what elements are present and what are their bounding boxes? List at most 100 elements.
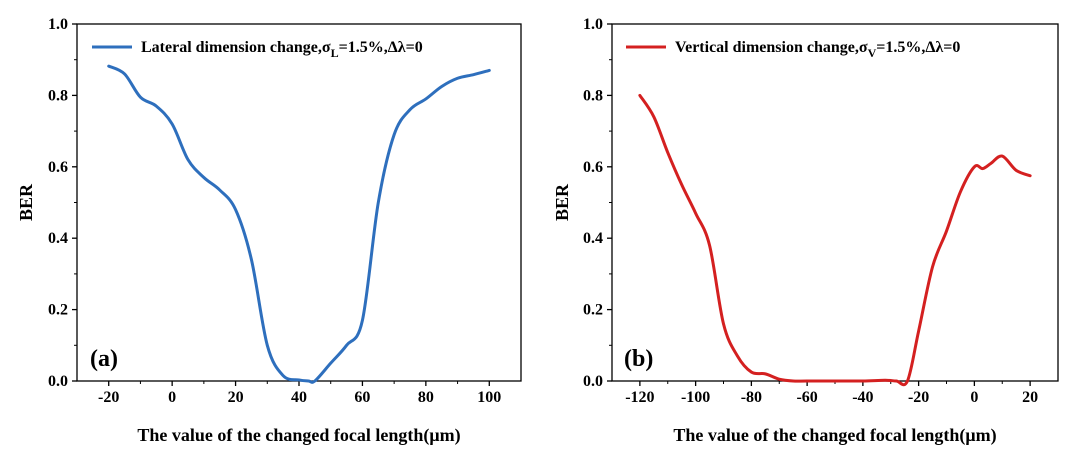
x-tick-label: -60 — [796, 389, 817, 406]
x-tick-label: -20 — [98, 389, 119, 406]
data-point — [764, 372, 767, 375]
legend-label-suffix: =1.5%,Δλ=0 — [339, 39, 423, 56]
x-tick-label: 100 — [477, 389, 501, 406]
y-tick-label: 0.0 — [48, 373, 68, 390]
data-point — [377, 201, 380, 204]
data-point — [1029, 174, 1032, 177]
plot-frame — [76, 23, 522, 382]
x-tick-label: 0 — [970, 389, 978, 406]
x-tick-label: 80 — [418, 389, 434, 406]
x-tick-label: 40 — [291, 389, 307, 406]
data-point — [472, 73, 475, 76]
data-point — [806, 380, 809, 383]
series-line — [107, 64, 491, 384]
data-point — [973, 165, 976, 168]
data-point — [187, 158, 190, 161]
data-point — [945, 230, 948, 233]
y-tick-label: 0.0 — [583, 373, 603, 390]
data-point — [722, 322, 725, 325]
panel-a: -20 0 20 40 60 80 100 0.0 0.2 0.4 0.6 0.8 1.0 The val… — [16, 16, 522, 446]
series-line — [638, 93, 1032, 387]
data-point — [666, 151, 669, 154]
data-point — [1001, 155, 1004, 158]
legend-label: Vertical dimension change,σV=1.5%,Δλ=0 — [675, 39, 960, 60]
data-point — [750, 371, 753, 374]
data-point — [250, 258, 253, 261]
data-point — [456, 77, 459, 80]
panel-label: (b) — [624, 346, 653, 372]
legend-label-suffix: =1.5%,Δλ=0 — [876, 39, 960, 56]
data-point — [917, 330, 920, 333]
y-tick-label: 0.6 — [48, 159, 68, 176]
data-point — [488, 69, 491, 72]
y-axis-label: BER — [16, 183, 36, 221]
data-point — [424, 98, 427, 101]
data-point — [361, 319, 364, 322]
data-point — [202, 176, 205, 179]
data-point — [895, 380, 898, 383]
data-point — [139, 96, 142, 99]
x-tick-label: 20 — [228, 389, 244, 406]
legend: Lateral dimension change,σL=1.5%,Δλ=0 — [92, 39, 423, 60]
x-tick-label: -20 — [908, 389, 929, 406]
legend-label-subscript: V — [868, 46, 877, 60]
plot-frame — [611, 23, 1059, 382]
x-tick-label: 0 — [168, 389, 176, 406]
data-point — [931, 265, 934, 268]
legend-label-subscript: L — [331, 46, 339, 60]
data-point — [981, 167, 984, 170]
x-tick-label: -80 — [741, 389, 762, 406]
y-tick-label: 0.8 — [583, 87, 603, 104]
x-tick-label: -120 — [625, 389, 654, 406]
legend-label-prefix: Lateral dimension change,σ — [141, 39, 331, 56]
y-tick-label: 0.4 — [48, 230, 68, 247]
data-point — [107, 65, 110, 68]
x-tick-label: 60 — [354, 389, 370, 406]
data-point — [345, 344, 348, 347]
legend-label-prefix: Vertical dimension change,σ — [675, 39, 868, 56]
data-point — [861, 380, 864, 383]
panel-b: -120 -100 -80 -60 -40 -20 0 20 0.0 0.2 0.4 0.6 0.8 1.… — [552, 16, 1059, 446]
x-tick-label: 20 — [1022, 389, 1038, 406]
x-axis-label: The value of the changed focal length(μm… — [137, 425, 460, 446]
y-tick-label: 0.2 — [48, 302, 68, 319]
data-point — [409, 108, 412, 111]
data-point — [959, 190, 962, 193]
data-point — [708, 244, 711, 247]
y-tick-label: 1.0 — [583, 16, 603, 33]
data-point — [440, 85, 443, 88]
x-tick-label: -40 — [852, 389, 873, 406]
data-point — [694, 212, 697, 215]
data-point — [834, 380, 837, 383]
x-tick-label: -100 — [681, 389, 710, 406]
data-point — [307, 380, 310, 383]
data-point — [313, 380, 316, 383]
data-point — [329, 362, 332, 365]
data-point — [906, 380, 909, 383]
legend: Vertical dimension change,σV=1.5%,Δλ=0 — [626, 39, 960, 60]
data-point — [171, 123, 174, 126]
data-point — [778, 378, 781, 381]
y-tick-label: 0.2 — [583, 302, 603, 319]
data-point — [155, 105, 158, 108]
y-tick-label: 1.0 — [48, 16, 68, 33]
data-point — [234, 208, 237, 211]
data-point — [638, 94, 641, 97]
y-tick-label: 0.4 — [583, 230, 603, 247]
x-axis-label: The value of the changed focal length(μm… — [673, 425, 996, 446]
data-point — [792, 380, 795, 383]
data-point — [266, 344, 269, 347]
y-axis-label: BER — [552, 183, 572, 221]
data-point — [1015, 169, 1018, 172]
y-tick-label: 0.6 — [583, 159, 603, 176]
data-point — [884, 379, 887, 382]
data-point — [218, 189, 221, 192]
data-point — [680, 183, 683, 186]
data-point — [298, 379, 301, 382]
data-point — [123, 73, 126, 76]
y-tick-label: 0.8 — [48, 87, 68, 104]
data-point — [282, 374, 285, 377]
data-point — [736, 355, 739, 358]
legend-label: Lateral dimension change,σL=1.5%,Δλ=0 — [141, 39, 423, 60]
